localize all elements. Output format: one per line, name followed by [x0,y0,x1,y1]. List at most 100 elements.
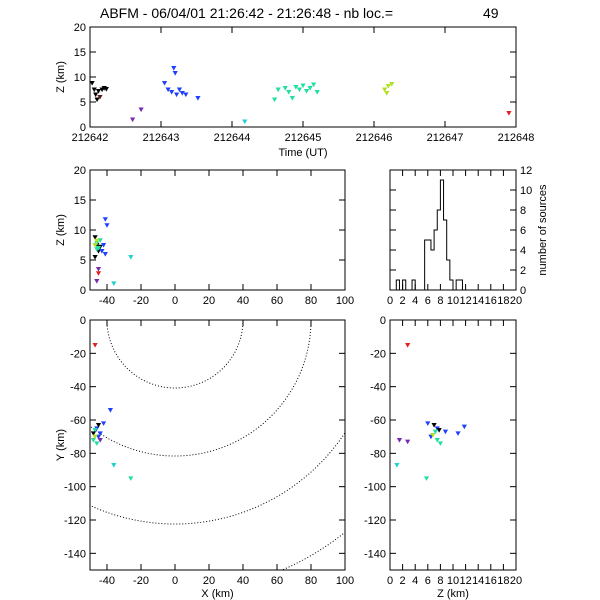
source-point [430,433,436,438]
x-tick-label: 6 [425,295,431,307]
x-tick-label: 8 [437,575,443,587]
x-tick-label: 0 [387,575,393,587]
source-point [272,97,278,103]
plot-frame [89,319,346,571]
source-point [179,91,185,96]
source-point [90,431,96,436]
plot-frame [389,319,517,571]
x-tick-label: -40 [99,575,115,587]
x-tick-label: 212647 [427,132,464,144]
source-point [242,119,248,125]
range-circle [90,320,312,457]
y-tick-label: 0 [80,315,86,327]
source-point [289,96,295,101]
figure-title: ABFM - 06/04/01 21:26:42 - 21:26:48 - nb… [100,5,393,21]
y-tick-label: 8 [520,205,526,217]
points [394,343,467,481]
x-tick-label: 2 [400,295,406,307]
x-tick-label: -20 [133,575,149,587]
x-tick-label: 14 [472,575,484,587]
x-tick-label: 14 [472,295,484,307]
points [90,343,134,481]
x-tick-label: 10 [447,575,459,587]
x-tick-label: 4 [412,575,418,587]
source-point [128,476,134,481]
x-tick-label: 80 [305,295,317,307]
y-vs-z-panel: 0 2 4 6 8 10 12 14 16 18 200-20-40-60-80-100-120-1… [364,315,522,600]
y-tick-label: 0 [520,285,526,297]
source-point [172,71,178,76]
source-point [93,92,99,98]
source-point [101,243,107,248]
source-point [405,343,411,348]
y-tick-label: -140 [64,548,86,560]
x-tick-label: 12 [459,575,471,587]
x-tick-label: 20 [510,575,522,587]
source-point [111,281,117,286]
y-axis-label: Z (km) [55,61,67,93]
y-tick-label: -20 [70,348,86,360]
source-point [300,83,306,89]
figure-title-count: 49 [483,5,499,21]
y-axis-label: number of sources [537,184,549,276]
x-tick-label: 212643 [143,132,180,144]
source-point [303,89,310,94]
x-tick-label: 20 [203,575,215,587]
source-point [90,438,96,443]
source-point [95,271,102,276]
source-point [95,267,102,272]
source-point [296,87,303,93]
x-tick-label: 60 [271,575,283,587]
y-tick-label: 10 [520,185,532,197]
source-point [104,223,110,228]
y-tick-label: 0 [80,122,86,134]
x-tick-label: 18 [497,295,509,307]
y-tick-label: 10 [74,225,86,237]
x-tick-label: 212646 [356,132,393,144]
source-point [102,217,108,222]
source-point [384,91,390,96]
y-tick-label: 15 [74,195,86,207]
x-tick-label: 16 [485,575,497,587]
y-tick-label: 10 [74,72,86,84]
source-point [97,95,103,100]
source-point [95,89,102,94]
x-tick-label: 80 [305,575,317,587]
source-point [174,92,180,98]
x-tick-label: 2 [400,575,406,587]
source-point [101,421,107,426]
x-tick-label: 0 [172,575,178,587]
plot-frame [89,26,517,128]
plot-frame [389,169,517,291]
y-tick-label: -100 [64,482,86,494]
source-point [92,255,98,260]
y-tick-label: -20 [370,348,386,360]
source-point [161,81,168,86]
x-tick-label: 0 [172,295,178,307]
source-point [293,85,299,90]
y-tick-label: 6 [520,225,526,237]
source-point [97,431,103,436]
range-circles [90,320,345,570]
y-tick-label: -120 [64,515,86,527]
source-point [382,87,388,93]
points [92,217,134,286]
plot-frame [89,169,346,291]
x-tick-label: 212645 [285,132,322,144]
y-tick-label: -60 [370,415,386,427]
y-tick-label: 12 [520,165,532,177]
z-vs-time-panel: 212642 212643 212644 212645 212646 212647 2126… [55,22,534,159]
x-tick-label: 212648 [498,132,535,144]
source-point [314,90,320,95]
source-point [130,117,136,123]
source-point [307,86,313,91]
x-axis-label: X (km) [201,588,233,600]
y-axis-label: Y (km) [55,429,67,461]
source-point [183,92,189,98]
source-point [436,428,442,433]
x-tick-label: 16 [485,295,497,307]
source-point [95,423,102,428]
source-point [92,243,98,248]
y-tick-label: 5 [80,255,86,267]
